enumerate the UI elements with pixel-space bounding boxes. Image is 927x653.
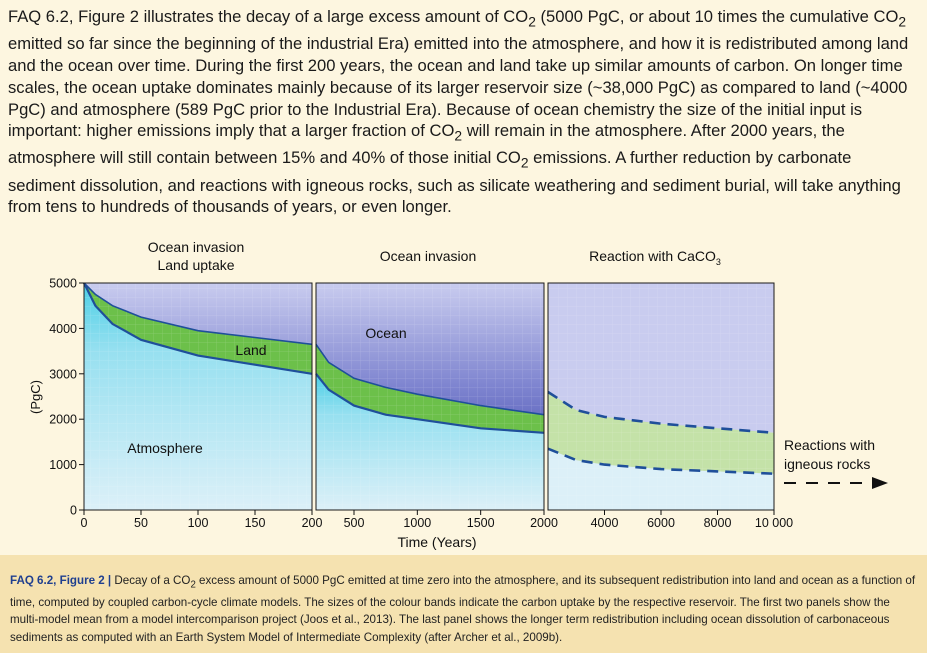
figure-caption: FAQ 6.2, Figure 2 | Decay of a CO2 exces… bbox=[0, 555, 927, 653]
faq-subscript: 2 bbox=[454, 127, 463, 144]
faq-subscript: 2 bbox=[898, 13, 907, 30]
faq-run: emissions. A further reduction by carbon… bbox=[8, 148, 901, 217]
panel-2-title: Ocean invasion bbox=[380, 248, 477, 264]
x-tick-label: 1500 bbox=[467, 516, 495, 530]
x-tick-label: 2000 bbox=[530, 516, 558, 530]
caption-run: Decay of a CO bbox=[111, 574, 191, 587]
panel-ocean-invasion: 500 1000 1500 2000 bbox=[315, 282, 558, 530]
faq-run: emitted so far since the beginning of th… bbox=[8, 34, 909, 141]
lower-dashed-line bbox=[547, 447, 775, 475]
y-tick-label: 1000 bbox=[49, 458, 77, 472]
y-tick-label: 4000 bbox=[49, 322, 77, 336]
caption-label: FAQ 6.2, Figure 2 | bbox=[10, 574, 112, 587]
faq-run: FAQ 6.2, Figure 2 illustrates the decay … bbox=[8, 7, 529, 26]
y-tick-label: 5000 bbox=[49, 277, 77, 291]
x-tick-label: 150 bbox=[245, 516, 266, 530]
x-tick-label: 6000 bbox=[647, 516, 675, 530]
x-tick-label: 0 bbox=[81, 516, 88, 530]
land-line bbox=[83, 282, 313, 346]
y-tick-label: 3000 bbox=[49, 367, 77, 381]
panel-grid bbox=[84, 283, 312, 510]
y-axis-label: (PgC) bbox=[28, 380, 43, 414]
atmosphere-line bbox=[315, 373, 545, 434]
x-tick-label: 50 bbox=[134, 516, 148, 530]
reactions-arrowhead bbox=[872, 477, 888, 489]
upper-dashed-line bbox=[547, 390, 775, 435]
faq-run: will remain in the atmosphere. After 200… bbox=[8, 121, 845, 168]
faq-run: (5000 PgC, or about 10 times the cumulat… bbox=[535, 7, 899, 26]
x-tick-label: 200 bbox=[302, 516, 323, 530]
ocean-label: Ocean bbox=[365, 325, 406, 341]
land-label: Land bbox=[235, 342, 266, 358]
y-axis: 0 1000 2000 3000 4000 5000 bbox=[49, 277, 84, 518]
panel-1-title-line1: Ocean invasion bbox=[148, 239, 245, 255]
x-axis-label: Time (Years) bbox=[397, 534, 476, 550]
faq-subscript: 2 bbox=[520, 154, 529, 171]
reactions-label-line1: Reactions with bbox=[784, 437, 875, 453]
faq-paragraph: FAQ 6.2, Figure 2 illustrates the decay … bbox=[8, 6, 918, 218]
x-tick-label: 10 000 bbox=[755, 516, 793, 530]
panel-3-title: Reaction with CaCO3 bbox=[589, 248, 721, 267]
y-tick-label: 0 bbox=[70, 504, 77, 518]
caption-subscript: 2 bbox=[190, 579, 196, 591]
panel-ocean-land-uptake: 0 50 100 150 200 bbox=[81, 282, 323, 530]
x-tick-label: 500 bbox=[344, 516, 365, 530]
faq-subscript: 2 bbox=[528, 13, 536, 30]
land-line bbox=[315, 343, 545, 416]
x-tick-label: 8000 bbox=[704, 516, 732, 530]
panel-caco3-reaction: 4000 6000 8000 10 000 bbox=[547, 282, 793, 530]
x-tick-label: 100 bbox=[188, 516, 209, 530]
x-tick-label: 4000 bbox=[591, 516, 619, 530]
panel-frame bbox=[315, 282, 545, 511]
panel-1-title-line2: Land uptake bbox=[157, 257, 234, 273]
panel-grid bbox=[548, 283, 774, 510]
atmosphere-line bbox=[83, 282, 313, 375]
panel-3-title-main: Reaction with CaCO bbox=[589, 248, 716, 264]
panel-3-title-sub: 3 bbox=[716, 257, 721, 267]
x-tick-label: 1000 bbox=[403, 516, 431, 530]
reactions-label-line2: igneous rocks bbox=[784, 456, 870, 472]
caption-run: excess amount of 5000 PgC emitted at tim… bbox=[10, 574, 916, 644]
co2-decay-figure: Ocean invasion Land uptake Ocean invasio… bbox=[28, 239, 888, 550]
atmosphere-label: Atmosphere bbox=[127, 440, 203, 456]
y-tick-label: 2000 bbox=[49, 413, 77, 427]
